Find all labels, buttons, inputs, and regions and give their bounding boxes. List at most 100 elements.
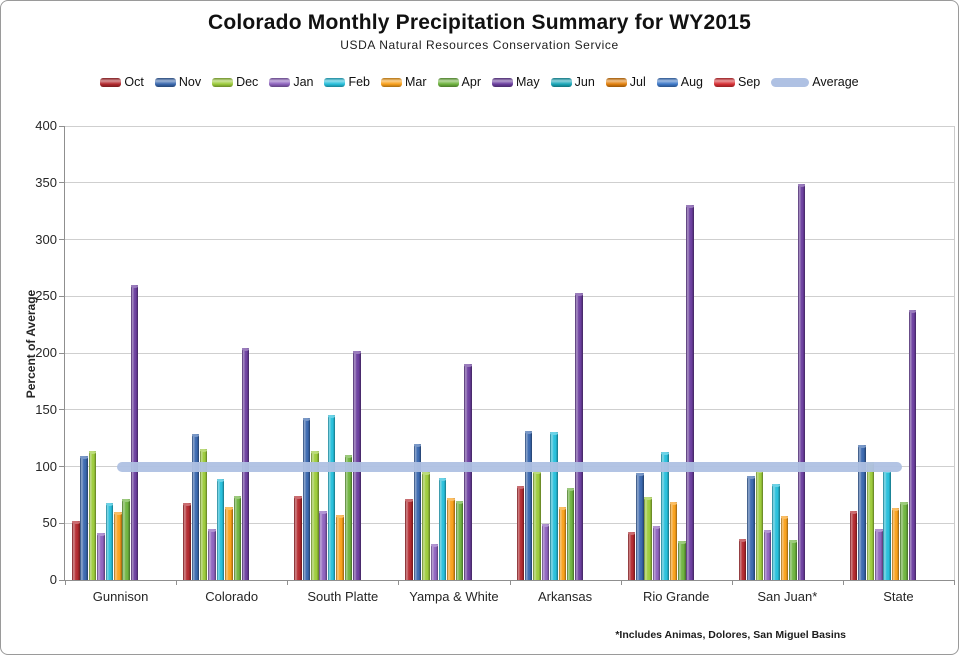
legend-swatch-apr-icon bbox=[437, 77, 459, 87]
bar-top-cap bbox=[875, 529, 883, 532]
x-category-label-arkansas: Arkansas bbox=[537, 589, 593, 604]
bar-nov-gunnison bbox=[80, 456, 88, 580]
bar-top-cap bbox=[199, 449, 208, 452]
legend-item-sep: Sep bbox=[714, 75, 760, 89]
x-axis-tick bbox=[731, 580, 733, 585]
y-tick-label: 250 bbox=[35, 288, 57, 304]
bar-top-cap bbox=[686, 205, 694, 208]
bar-oct-rio-grande bbox=[627, 532, 636, 580]
bar-may-yampa-white bbox=[464, 364, 472, 580]
bar-top-cap bbox=[883, 470, 891, 473]
bar-top-cap bbox=[900, 502, 908, 505]
bar-top-cap bbox=[294, 496, 302, 499]
bar-feb-arkansas bbox=[550, 432, 558, 580]
y-axis-tick bbox=[59, 125, 65, 127]
legend-swatch-average-icon bbox=[771, 77, 810, 87]
bar-apr-arkansas bbox=[566, 488, 575, 580]
bar-nov-colorado bbox=[191, 434, 200, 580]
bar-top-cap bbox=[422, 472, 430, 475]
x-category-label-state: State bbox=[883, 589, 914, 604]
bar-feb-rio-grande bbox=[661, 452, 669, 580]
bar-top-cap bbox=[661, 452, 669, 455]
bar-dec-yampa-white bbox=[422, 472, 430, 580]
bar-top-cap bbox=[891, 508, 900, 511]
legend-label: Aug bbox=[680, 75, 704, 89]
bar-mar-gunnison bbox=[114, 512, 122, 580]
bar-dec-san-juan bbox=[755, 470, 764, 580]
y-tick-label: 0 bbox=[49, 572, 57, 587]
bar-apr-south-platte bbox=[344, 455, 353, 580]
bar-top-cap bbox=[575, 293, 583, 296]
gridline bbox=[65, 295, 954, 297]
bar-top-cap bbox=[353, 351, 361, 354]
x-axis-tick bbox=[398, 580, 400, 585]
bar-oct-yampa-white bbox=[405, 499, 413, 580]
bar-top-cap bbox=[669, 502, 678, 505]
bar-top-cap bbox=[336, 515, 344, 518]
bar-top-cap bbox=[122, 499, 130, 502]
x-category-label-rio-grande: Rio Grande bbox=[642, 589, 710, 604]
bar-oct-gunnison bbox=[72, 521, 80, 580]
y-tick-label: 350 bbox=[35, 174, 57, 190]
legend-swatch-jun-icon bbox=[550, 77, 572, 87]
bar-top-cap bbox=[464, 364, 472, 367]
bar-top-cap bbox=[447, 498, 455, 501]
y-axis-tick bbox=[59, 239, 65, 240]
bar-top-cap bbox=[541, 524, 550, 527]
legend-label: Jul bbox=[629, 75, 646, 89]
legend-swatch-may-icon bbox=[492, 77, 513, 87]
legend-item-dec: Dec bbox=[212, 75, 258, 89]
bar-top-cap bbox=[652, 526, 661, 529]
bar-top-cap bbox=[908, 310, 917, 313]
y-axis-tick bbox=[59, 295, 65, 297]
bar-top-cap bbox=[241, 348, 250, 351]
legend-item-jul: Jul bbox=[605, 75, 646, 89]
bar-apr-rio-grande bbox=[678, 541, 686, 580]
legend-swatch-sep-icon bbox=[714, 77, 736, 87]
bar-top-cap bbox=[97, 533, 105, 536]
x-axis-tick bbox=[65, 580, 66, 585]
y-axis-tick bbox=[59, 579, 65, 581]
y-axis-tick bbox=[59, 182, 65, 184]
average-line bbox=[116, 461, 903, 472]
bar-top-cap bbox=[780, 516, 789, 519]
bar-nov-san-juan bbox=[747, 476, 755, 580]
legend-item-feb: Feb bbox=[324, 75, 370, 89]
bar-oct-colorado bbox=[183, 503, 191, 580]
bar-top-cap bbox=[114, 512, 122, 515]
bar-mar-rio-grande bbox=[669, 502, 678, 580]
legend-label: Jun bbox=[574, 75, 595, 89]
bar-feb-colorado bbox=[216, 479, 225, 580]
legend-swatch-mar-icon bbox=[381, 77, 403, 87]
bar-dec-rio-grande bbox=[644, 497, 652, 580]
legend-label: Jan bbox=[293, 75, 314, 89]
bar-top-cap bbox=[413, 444, 422, 447]
y-axis-tick bbox=[59, 352, 65, 354]
bar-feb-san-juan bbox=[772, 484, 780, 580]
legend-label: Sep bbox=[738, 75, 761, 89]
bar-top-cap bbox=[755, 470, 764, 473]
bar-jan-yampa-white bbox=[430, 544, 439, 580]
x-axis-tick bbox=[287, 580, 289, 585]
bar-may-arkansas bbox=[575, 293, 583, 580]
bar-mar-san-juan bbox=[780, 516, 789, 580]
bar-top-cap bbox=[430, 544, 439, 547]
bar-dec-south-platte bbox=[311, 451, 319, 580]
bar-top-cap bbox=[191, 434, 200, 437]
x-category-label-south-platte: South Platte bbox=[307, 589, 379, 604]
bar-nov-rio-grande bbox=[636, 473, 644, 580]
legend-item-apr: Apr bbox=[437, 75, 481, 89]
bar-may-state bbox=[908, 310, 917, 580]
bar-oct-arkansas bbox=[516, 486, 524, 580]
bar-nov-yampa-white bbox=[413, 444, 422, 580]
bar-oct-south-platte bbox=[294, 496, 302, 580]
x-category-label-san-juan: San Juan* bbox=[757, 589, 818, 604]
bar-top-cap bbox=[302, 418, 311, 421]
bar-feb-state bbox=[883, 470, 891, 580]
bar-jan-rio-grande bbox=[652, 526, 661, 580]
bar-mar-colorado bbox=[225, 507, 233, 580]
bar-top-cap bbox=[763, 530, 772, 533]
y-axis-tick bbox=[59, 466, 65, 467]
bar-oct-san-juan bbox=[738, 539, 747, 580]
legend-swatch-nov-icon bbox=[154, 77, 176, 87]
